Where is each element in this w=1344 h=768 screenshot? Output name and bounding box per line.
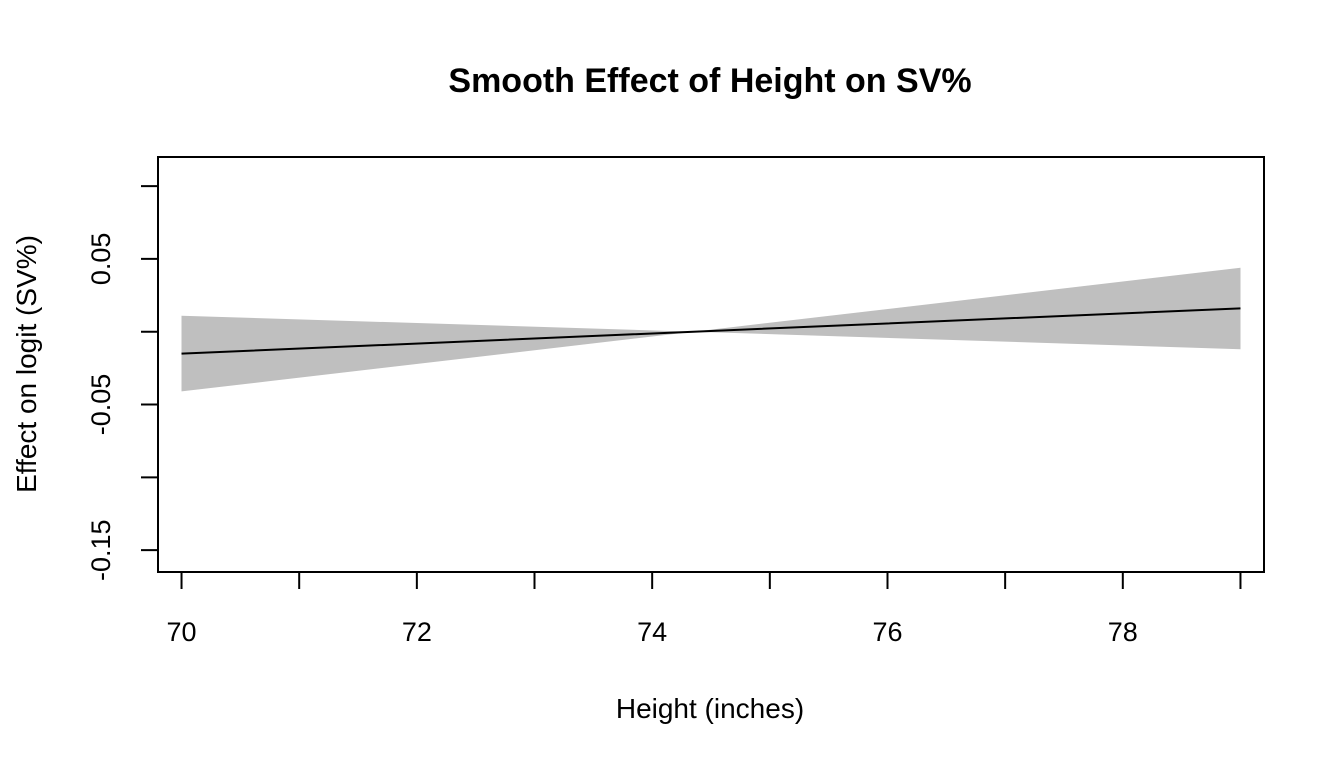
effect-line xyxy=(181,307,1241,355)
x-tick-label: 76 xyxy=(872,617,902,647)
confidence-band-layer xyxy=(181,267,1241,392)
x-tick-label: 70 xyxy=(167,617,197,647)
y-tick-label: -0.15 xyxy=(86,519,116,581)
effect-line-layer xyxy=(181,307,1241,355)
y-tick-label: 0.05 xyxy=(86,233,116,286)
y-axis-label: Effect on logit (SV%) xyxy=(11,235,42,493)
x-tick-label: 72 xyxy=(402,617,432,647)
y-axis: -0.15 -0.05 0.05 xyxy=(86,185,158,581)
x-tick-label: 78 xyxy=(1108,617,1138,647)
plot-frame xyxy=(157,156,1265,573)
x-tick-label: 74 xyxy=(637,617,667,647)
y-tick-label: -0.05 xyxy=(86,374,116,436)
x-axis-label: Height (inches) xyxy=(616,693,804,724)
chart-title: Smooth Effect of Height on SV% xyxy=(448,62,971,100)
confidence-band xyxy=(181,267,1241,392)
x-axis: 70 72 74 76 78 xyxy=(167,572,1242,647)
